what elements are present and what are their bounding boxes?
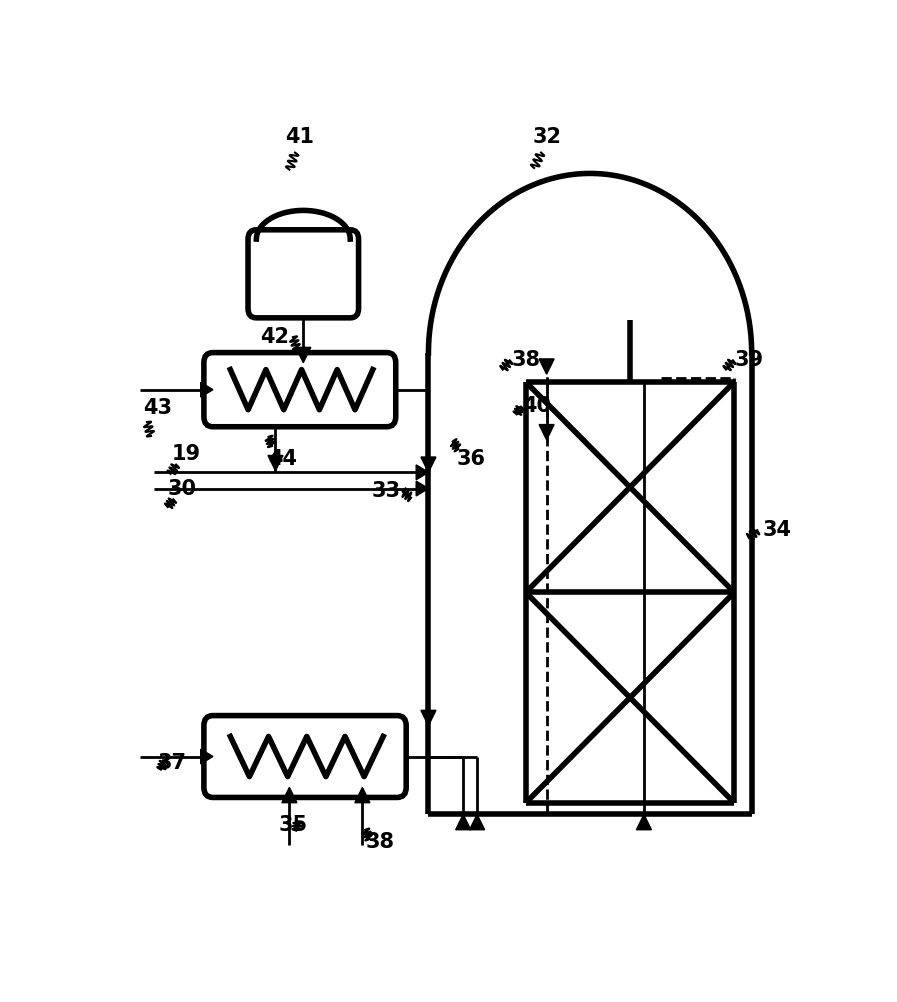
Text: 38: 38 [366,832,395,852]
Polygon shape [282,788,297,803]
Polygon shape [355,788,370,803]
Polygon shape [456,815,471,830]
Polygon shape [421,458,436,473]
Text: 34: 34 [762,519,791,539]
Polygon shape [421,710,436,725]
Text: 33: 33 [371,481,401,501]
Polygon shape [296,348,310,364]
Polygon shape [470,815,484,830]
FancyBboxPatch shape [204,715,406,798]
Text: 37: 37 [157,753,187,773]
Text: 40: 40 [522,396,552,416]
Polygon shape [201,749,213,765]
Polygon shape [201,383,213,398]
Text: 36: 36 [457,448,485,468]
Text: 19: 19 [171,444,200,464]
Text: 41: 41 [285,127,314,147]
Polygon shape [637,815,651,830]
Polygon shape [539,425,554,441]
Text: 30: 30 [168,478,196,498]
Text: 32: 32 [532,127,562,147]
FancyBboxPatch shape [204,354,396,427]
Text: 35: 35 [278,814,308,834]
Text: 43: 43 [144,398,172,417]
Text: 44: 44 [268,448,298,468]
Polygon shape [416,465,429,480]
Polygon shape [268,456,283,471]
Text: 42: 42 [260,327,290,347]
FancyBboxPatch shape [248,230,359,319]
Polygon shape [416,482,429,496]
Text: 38: 38 [512,350,541,370]
Text: 39: 39 [735,350,763,370]
Polygon shape [539,360,554,375]
